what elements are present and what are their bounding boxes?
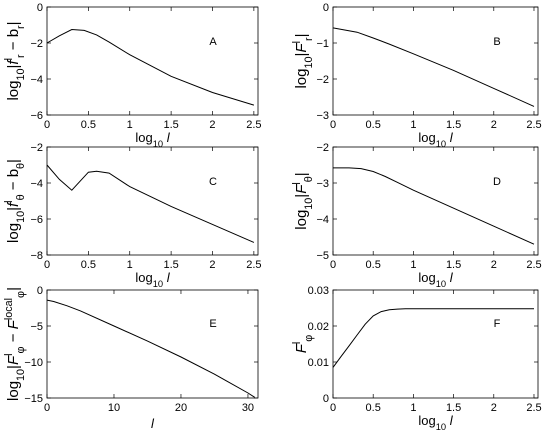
x-tick-label: 1.5 [446, 119, 461, 131]
x-tick-label: 2.5 [246, 259, 261, 271]
y-tick-label: 0 [323, 2, 329, 14]
x-tick-label: 0 [44, 259, 50, 271]
y-tick-label: −4 [30, 74, 43, 86]
x-tick-label: 2 [209, 259, 215, 271]
x-tick-label: 2.5 [526, 119, 541, 131]
x-tick-label: 2 [491, 259, 497, 271]
plot-frame [332, 289, 539, 399]
x-tick-label: 2.5 [526, 402, 541, 414]
y-tick-label: 0.02 [308, 321, 329, 333]
x-tick-label: 1 [410, 402, 416, 414]
y-tick-label: −5 [30, 321, 43, 333]
x-tick-label: 2 [491, 119, 497, 131]
plot-frame [332, 6, 539, 116]
y-tick-label: 0.01 [308, 357, 329, 369]
x-tick-label: 2 [491, 402, 497, 414]
panel-label: E [209, 318, 216, 330]
y-tick-label: −2 [316, 142, 329, 154]
y-axis-label: Flφ [291, 335, 315, 354]
series-line [332, 308, 534, 368]
y-axis-label: log10|flr − br| [3, 21, 27, 100]
x-axis-label: log10 l [418, 130, 453, 149]
y-tick-label: −6 [30, 110, 43, 122]
series-line [333, 167, 535, 245]
series-line [46, 28, 255, 106]
y-tick-label: −3 [316, 110, 329, 122]
y-tick-label: 0 [37, 2, 43, 14]
x-tick-label: 20 [175, 402, 187, 414]
panel-label: C [209, 176, 217, 188]
x-axis-label: log10 l [135, 130, 170, 149]
x-tick-label: 2 [209, 119, 215, 131]
x-axis-label: log10 l [418, 270, 453, 289]
panel-label: D [493, 176, 501, 188]
y-tick-label: −2 [30, 142, 43, 154]
y-axis-label: log10|Flθ| [291, 172, 315, 229]
x-tick-label: 0 [330, 259, 336, 271]
x-tick-label: 0 [44, 119, 50, 131]
y-tick-label: −10 [24, 357, 43, 369]
x-axis-label: log10 l [135, 270, 170, 289]
y-tick-label: −6 [30, 214, 43, 226]
plot-frame [46, 146, 259, 256]
y-tick-label: −4 [316, 214, 329, 226]
x-axis-label: log10 l [418, 413, 453, 432]
x-tick-label: 2.5 [526, 259, 541, 271]
x-tick-label: 0.5 [81, 259, 96, 271]
y-tick-label: −1 [316, 38, 329, 50]
y-tick-label: −2 [316, 74, 329, 86]
x-tick-label: 1 [127, 119, 133, 131]
series-line [46, 299, 255, 398]
x-tick-label: 1 [410, 119, 416, 131]
y-tick-label: −8 [30, 250, 43, 262]
x-tick-label: 2.5 [246, 119, 261, 131]
x-tick-label: 0 [330, 119, 336, 131]
y-tick-label: 0 [323, 393, 329, 405]
x-axis-label: l [151, 416, 155, 431]
x-tick-label: 1 [127, 259, 133, 271]
panel-label: F [494, 318, 501, 330]
plot-frame [332, 146, 539, 256]
x-tick-label: 10 [108, 402, 120, 414]
panel-e: 0 10 20 30 −15 −10 −5 0 El log10|Flφ − Flocalφ| [3, 285, 259, 431]
panel-label: B [493, 36, 500, 48]
y-tick-label: −15 [24, 393, 43, 405]
x-tick-label: 0.5 [366, 119, 381, 131]
y-tick-label: −4 [30, 178, 43, 190]
y-tick-label: 0 [37, 285, 43, 297]
x-tick-label: 1.5 [446, 259, 461, 271]
x-tick-label: 1.5 [446, 402, 461, 414]
y-tick-label: −2 [30, 38, 43, 50]
y-axis-label: log10|flθ − bθ| [3, 159, 27, 243]
x-tick-label: 0 [330, 402, 336, 414]
x-tick-label: 30 [242, 402, 254, 414]
y-axis-label: log10|Flφ − Flocalφ| [3, 287, 27, 401]
x-tick-label: 1.5 [163, 119, 178, 131]
series-line [332, 27, 535, 107]
x-tick-label: 1.5 [163, 259, 178, 271]
x-tick-label: 0.5 [81, 119, 96, 131]
y-tick-label: −3 [316, 178, 329, 190]
y-tick-label: −5 [316, 250, 329, 262]
y-tick-label: 0.03 [308, 285, 329, 297]
panel-label: A [209, 36, 217, 48]
x-tick-label: 1 [410, 259, 416, 271]
plot-frame [46, 289, 259, 399]
x-tick-label: 0.5 [366, 402, 381, 414]
series-line [46, 164, 255, 243]
plot-frame [46, 6, 259, 116]
x-tick-label: 0.5 [366, 259, 381, 271]
y-axis-label: log10|Flr| [291, 33, 315, 88]
x-tick-label: 0 [44, 402, 50, 414]
